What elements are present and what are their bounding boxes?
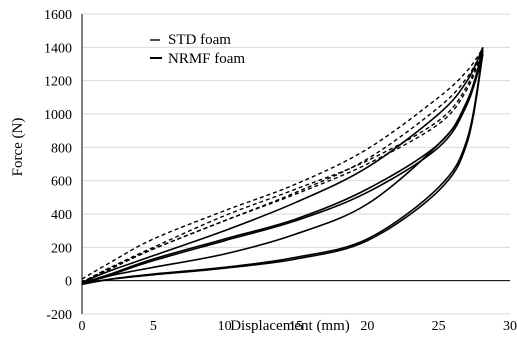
y-tick-label: 400 (51, 208, 72, 223)
series-layer (81, 46, 484, 286)
std-loop-1-loading-curve (81, 47, 484, 280)
std-loop-2-unloading-curve (81, 48, 484, 284)
x-tick-label: 30 (503, 319, 517, 334)
y-tick-label: 1400 (44, 41, 72, 56)
std-loop-2-loading-curve (81, 48, 484, 283)
legend-nrmf-label: NRMF foam (168, 51, 245, 67)
nrmf-loop-3-unloading-curve (81, 53, 484, 286)
nrmf-loop-2-loading-curve (81, 50, 484, 284)
nrmf-loop-1-unloading-curve (81, 47, 484, 285)
y-tick-label: 1000 (44, 108, 72, 123)
y-tick-label: -200 (46, 308, 72, 323)
x-tick-label: 5 (150, 319, 157, 334)
y-axis-title: Force (N) (10, 118, 26, 177)
tick-labels: -200 0 200 400 600 800 1000 1200 1400 1600 0 5 10 15 2… (44, 8, 517, 334)
legend: STD foam NRMF foam (150, 32, 245, 67)
x-axis-title: Displacement (mm) (230, 318, 350, 334)
std-loop-1-unloading-curve (81, 47, 484, 283)
x-tick-label: 20 (360, 319, 374, 334)
series-std-foam (81, 47, 484, 284)
y-tick-label: 600 (51, 175, 72, 190)
x-tick-label: 10 (218, 319, 232, 334)
x-tick-label: 0 (79, 319, 86, 334)
y-tick-label: 1600 (44, 8, 72, 23)
series-nrmf-foam (81, 46, 484, 286)
nrmf-loop-1-loading-curve (81, 46, 484, 284)
y-tick-label: 1200 (44, 75, 72, 90)
nrmf-loop-2-unloading-curve (81, 50, 484, 285)
y-tick-label: 0 (65, 275, 72, 290)
y-tick-label: 200 (51, 241, 72, 256)
legend-std-label: STD foam (168, 32, 231, 48)
x-tick-label: 25 (432, 319, 446, 334)
x-tick-label: 15 (289, 319, 303, 334)
nrmf-loop-3-loading-curve (81, 53, 484, 285)
y-tick-label: 800 (51, 141, 72, 156)
axes (81, 14, 510, 314)
